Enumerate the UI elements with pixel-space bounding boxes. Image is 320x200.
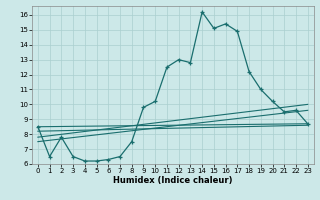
X-axis label: Humidex (Indice chaleur): Humidex (Indice chaleur) xyxy=(113,176,233,185)
